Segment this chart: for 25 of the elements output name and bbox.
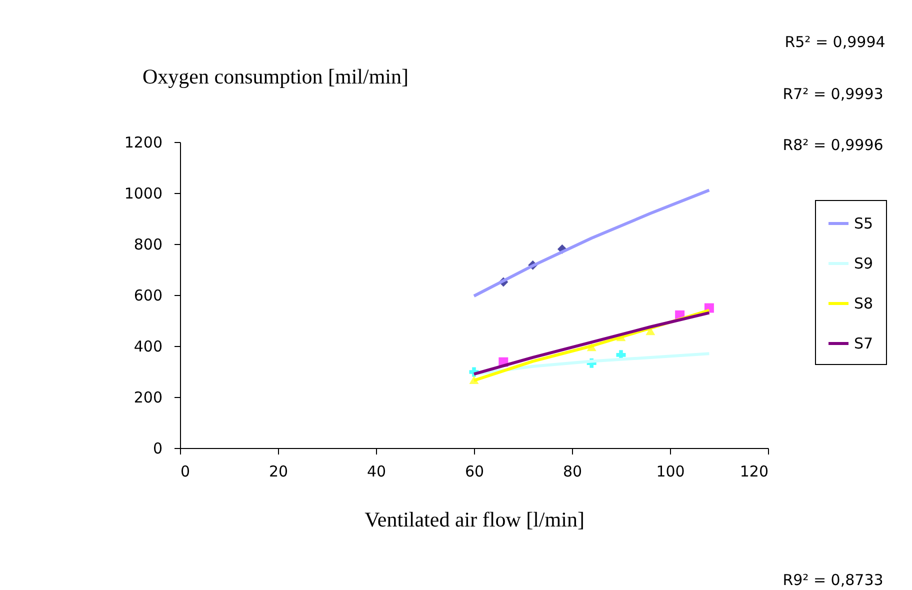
y-tick-label: 0 bbox=[152, 440, 162, 458]
x-tick-label: 0 bbox=[180, 462, 190, 480]
line-series bbox=[472, 188, 711, 298]
legend-label: S5 bbox=[854, 214, 874, 232]
y-tick-label: 200 bbox=[134, 388, 162, 406]
x-tick-label: 100 bbox=[656, 462, 685, 480]
text: R8² = 0,9996 bbox=[782, 136, 884, 154]
y-tick-label: 1000 bbox=[124, 184, 162, 202]
text: R7² = 0,9993 bbox=[782, 85, 884, 103]
x-tick-label: 60 bbox=[464, 462, 484, 480]
legend-label: S7 bbox=[854, 334, 874, 352]
x-axis-title: Ventilated air flow [l/min] bbox=[364, 508, 584, 532]
y-axis-title: Oxygen consumption [mil/min] bbox=[142, 64, 408, 88]
y-tick-label: 1200 bbox=[124, 134, 162, 152]
y-tick-label: 600 bbox=[134, 286, 162, 304]
x-tick-label: 40 bbox=[366, 462, 386, 480]
legend-label: S9 bbox=[854, 254, 874, 272]
y-tick-label: 800 bbox=[134, 236, 162, 254]
y-tick-label: 400 bbox=[134, 338, 162, 356]
x-tick-label: 80 bbox=[562, 462, 582, 480]
x-tick-label: 20 bbox=[268, 462, 288, 480]
text: R5² = 0,9994 bbox=[784, 33, 886, 51]
legend-label: S8 bbox=[854, 294, 874, 312]
text: R9² = 0,8733 bbox=[782, 571, 884, 589]
x-tick-label: 120 bbox=[740, 462, 768, 480]
